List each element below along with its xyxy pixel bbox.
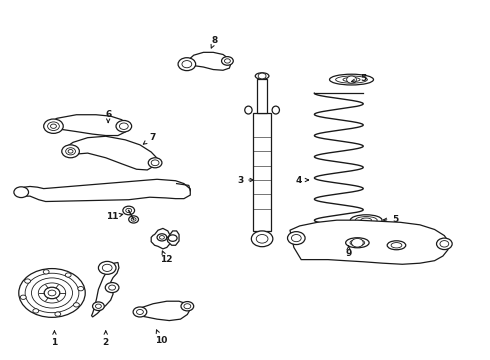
- Text: 7: 7: [143, 133, 155, 144]
- Text: 9: 9: [345, 246, 352, 258]
- Polygon shape: [167, 231, 179, 245]
- Circle shape: [55, 312, 61, 316]
- Circle shape: [93, 302, 104, 311]
- Polygon shape: [16, 179, 190, 202]
- Circle shape: [224, 59, 230, 63]
- Circle shape: [78, 287, 84, 291]
- Polygon shape: [64, 136, 158, 170]
- Ellipse shape: [350, 215, 382, 226]
- Ellipse shape: [387, 241, 406, 250]
- Text: 6: 6: [105, 110, 111, 122]
- Circle shape: [351, 238, 363, 247]
- Circle shape: [20, 295, 26, 300]
- Circle shape: [65, 273, 71, 277]
- Ellipse shape: [272, 106, 279, 114]
- Circle shape: [116, 121, 132, 132]
- Polygon shape: [182, 52, 231, 70]
- Polygon shape: [135, 301, 190, 320]
- Circle shape: [31, 278, 73, 308]
- Circle shape: [102, 264, 112, 271]
- Circle shape: [133, 307, 147, 317]
- Circle shape: [129, 216, 139, 223]
- Polygon shape: [290, 220, 449, 264]
- Circle shape: [68, 149, 73, 153]
- Circle shape: [25, 273, 79, 313]
- Circle shape: [178, 58, 196, 71]
- Circle shape: [109, 285, 116, 290]
- Circle shape: [151, 160, 159, 166]
- Circle shape: [66, 148, 75, 155]
- Ellipse shape: [361, 218, 371, 222]
- Ellipse shape: [330, 74, 373, 85]
- Circle shape: [38, 283, 66, 303]
- Circle shape: [19, 269, 85, 318]
- Polygon shape: [151, 228, 171, 249]
- Ellipse shape: [343, 77, 360, 82]
- Circle shape: [184, 304, 191, 309]
- Circle shape: [14, 187, 28, 198]
- Polygon shape: [257, 78, 267, 113]
- Circle shape: [96, 304, 101, 309]
- Circle shape: [256, 234, 268, 243]
- Circle shape: [292, 234, 301, 242]
- Circle shape: [437, 238, 452, 249]
- Ellipse shape: [336, 76, 368, 83]
- Ellipse shape: [350, 239, 365, 246]
- Circle shape: [120, 123, 128, 130]
- Circle shape: [62, 145, 79, 158]
- Ellipse shape: [355, 217, 377, 224]
- Ellipse shape: [255, 73, 269, 79]
- Circle shape: [346, 76, 356, 83]
- Circle shape: [24, 279, 30, 283]
- Circle shape: [48, 122, 59, 131]
- Text: 11: 11: [106, 212, 122, 221]
- Circle shape: [251, 231, 273, 247]
- Circle shape: [182, 60, 192, 68]
- Circle shape: [159, 235, 164, 239]
- Circle shape: [44, 119, 63, 134]
- Text: 1: 1: [51, 331, 57, 347]
- Circle shape: [131, 218, 136, 221]
- Text: 10: 10: [155, 330, 167, 345]
- Text: 5: 5: [383, 215, 399, 224]
- Polygon shape: [253, 113, 271, 231]
- Circle shape: [98, 261, 116, 274]
- Circle shape: [181, 302, 194, 311]
- Circle shape: [33, 309, 39, 313]
- Circle shape: [105, 283, 119, 293]
- Circle shape: [288, 231, 305, 244]
- Text: 4: 4: [295, 176, 309, 185]
- Circle shape: [440, 240, 449, 247]
- Text: 12: 12: [160, 251, 172, 264]
- Circle shape: [221, 57, 233, 65]
- Text: 3: 3: [237, 176, 253, 185]
- Text: 8: 8: [211, 36, 218, 48]
- Text: 2: 2: [102, 331, 109, 347]
- Circle shape: [48, 290, 56, 296]
- Polygon shape: [92, 262, 119, 317]
- Circle shape: [148, 158, 162, 168]
- Ellipse shape: [391, 243, 402, 248]
- Circle shape: [74, 303, 79, 307]
- Polygon shape: [49, 115, 127, 135]
- Text: 5: 5: [351, 75, 367, 84]
- Circle shape: [43, 270, 49, 274]
- Ellipse shape: [245, 106, 252, 114]
- Circle shape: [50, 124, 56, 129]
- Circle shape: [126, 208, 132, 213]
- Circle shape: [137, 310, 144, 315]
- Circle shape: [168, 235, 177, 241]
- Circle shape: [44, 287, 60, 299]
- Circle shape: [157, 234, 167, 241]
- Ellipse shape: [345, 238, 369, 248]
- Circle shape: [123, 206, 135, 215]
- Circle shape: [258, 73, 266, 79]
